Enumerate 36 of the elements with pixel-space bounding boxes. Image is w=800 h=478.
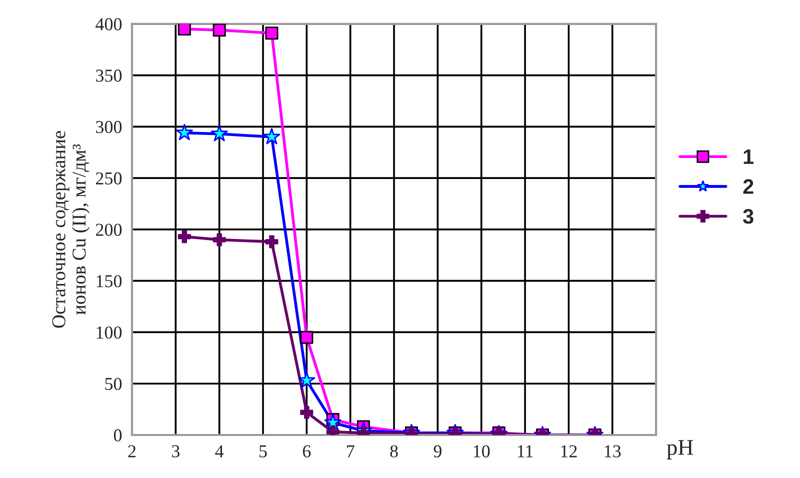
y-tick-label: 400 <box>96 18 122 30</box>
point <box>212 24 226 37</box>
point <box>176 124 193 140</box>
y-tick-label: 200 <box>96 224 122 236</box>
x-tick-label: 2 <box>128 445 136 458</box>
point <box>298 372 316 388</box>
point <box>210 124 228 142</box>
y-tick-label: 0 <box>114 429 122 442</box>
y-tick-label: 250 <box>96 172 122 184</box>
point <box>178 24 191 36</box>
x-tick-label: 6 <box>302 445 311 458</box>
x-tick-label: 13 <box>604 445 621 458</box>
y-tick-label: 50 <box>105 378 122 390</box>
x-tick-label: 12 <box>561 445 577 458</box>
x-tick-label: 7 <box>347 445 354 458</box>
y-tick-label: 300 <box>96 120 122 134</box>
legend-label: 2 <box>743 179 754 194</box>
point <box>265 235 278 248</box>
x-tick-label: 8 <box>390 445 398 458</box>
x-tick-label: 9 <box>434 445 442 458</box>
y-tick-label: 350 <box>96 70 122 82</box>
x-tick-label: 3 <box>172 445 180 458</box>
point <box>212 233 226 246</box>
y-tick-label: 150 <box>96 275 122 288</box>
x-tick-label: 4 <box>215 445 224 458</box>
x-tick-label: 10 <box>474 445 490 458</box>
x-tick-label: 5 <box>260 445 267 458</box>
legend-label: 1 <box>744 150 754 164</box>
y-axis-title: Остаточное содержание ионов Cu (II), мг/дм³ <box>52 131 90 328</box>
y-tick-label: 100 <box>96 326 122 339</box>
point <box>178 230 191 244</box>
point <box>263 128 280 144</box>
point <box>265 26 278 40</box>
legend-label: 3 <box>743 209 754 224</box>
x-axis-title: pH <box>666 440 694 460</box>
x-tick-label: 11 <box>518 445 533 458</box>
